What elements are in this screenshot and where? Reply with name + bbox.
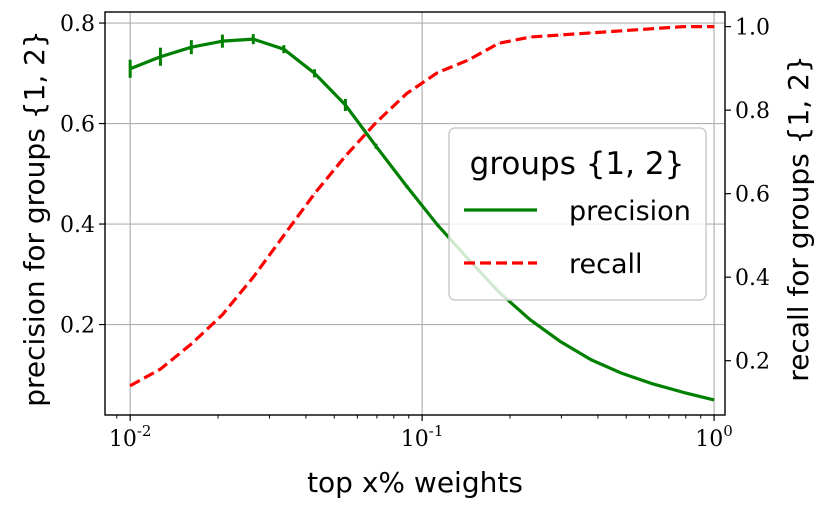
y-left-tick-label-2: 0.6 (60, 113, 95, 138)
point-recall-10 (437, 72, 439, 74)
gridlines (105, 12, 725, 415)
point-recall-1 (159, 368, 161, 370)
ticks: 10-2 10-1 100 0.2 0.4 0.6 0.8 0.2 0.4 0.6 0.8 1.0 (60, 12, 770, 452)
legend-label-precision: precision (569, 196, 691, 227)
legend: groups {1, 2} precision recall (448, 127, 707, 301)
point-recall-17 (652, 28, 654, 30)
y-right-tick-label-4: 1.0 (735, 16, 770, 41)
y-right-tick-label-2: 0.6 (735, 183, 770, 208)
point-recall-12 (498, 42, 500, 44)
point-recall-4 (252, 276, 254, 278)
point-recall-0 (129, 385, 131, 387)
point-recall-9 (406, 92, 408, 94)
point-recall-5 (283, 234, 285, 236)
legend-title: groups {1, 2} (470, 146, 685, 182)
x-tick-label-1: 10-1 (401, 422, 444, 452)
point-recall-14 (560, 34, 562, 36)
series-line-recall (129, 25, 715, 388)
point-precision-13 (529, 319, 531, 321)
y-axis-label-left: precision for groups {1, 2} (18, 30, 51, 406)
plot-frame (104, 11, 726, 416)
x-axis-label: top x% weights (307, 466, 523, 499)
y-left-tick-label-0: 0.2 (60, 314, 95, 339)
y-axis-label-right: recall for groups {1, 2} (782, 55, 815, 381)
point-recall-15 (590, 32, 592, 34)
point-recall-13 (529, 36, 531, 38)
point-recall-6 (314, 193, 316, 195)
axes (104, 11, 726, 416)
point-recall-16 (621, 30, 623, 32)
y-right-tick-label-0: 0.2 (735, 350, 770, 375)
series-line-precision (129, 37, 715, 402)
point-recall-8 (375, 122, 377, 124)
point-precision-17 (652, 383, 654, 385)
x-tick-label-0: 10-2 (109, 422, 152, 452)
y-right-tick-label-3: 0.8 (735, 99, 770, 124)
point-recall-2 (190, 343, 192, 345)
y-right-tick-label-1: 0.4 (735, 266, 770, 291)
point-precision-16 (621, 372, 623, 374)
y-left-tick-label-1: 0.4 (60, 213, 95, 238)
y-left-tick-label-3: 0.8 (60, 12, 95, 37)
point-recall-11 (467, 59, 469, 61)
point-precision-19 (713, 399, 715, 401)
point-precision-15 (590, 359, 592, 361)
x-tick-label-2: 100 (695, 422, 733, 452)
point-recall-7 (344, 155, 346, 157)
point-recall-18 (682, 26, 684, 28)
legend-box (448, 127, 707, 301)
legend-label-recall: recall (569, 249, 643, 280)
point-recall-19 (713, 26, 715, 28)
point-recall-3 (221, 314, 223, 316)
point-precision-18 (682, 391, 684, 393)
point-precision-14 (560, 341, 562, 343)
series-layer (128, 25, 715, 402)
